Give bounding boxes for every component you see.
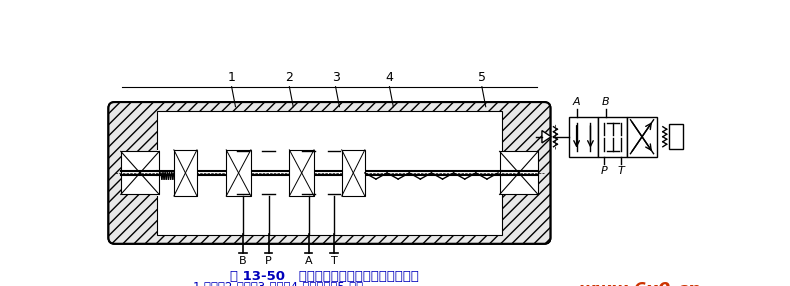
Bar bbox=[174, 150, 197, 196]
Bar bbox=[569, 117, 598, 157]
Text: B: B bbox=[239, 256, 247, 266]
Bar bbox=[598, 117, 627, 157]
Text: B: B bbox=[602, 98, 610, 108]
Bar bbox=[669, 124, 683, 149]
Text: 1: 1 bbox=[228, 71, 235, 84]
Bar bbox=[499, 151, 538, 194]
Bar bbox=[121, 151, 160, 194]
Text: 1-阀体；2-阀芯；3-弹簧；4-电磁线圈；5-衔铁: 1-阀体；2-阀芯；3-弹簧；4-电磁线圈；5-衔铁 bbox=[192, 281, 363, 286]
Text: www.6x0.cn: www.6x0.cn bbox=[578, 281, 701, 286]
Bar bbox=[157, 150, 502, 196]
Polygon shape bbox=[542, 131, 551, 143]
FancyBboxPatch shape bbox=[108, 102, 551, 244]
Bar bbox=[157, 111, 502, 158]
Text: 5: 5 bbox=[478, 71, 486, 84]
Bar bbox=[226, 150, 251, 196]
Text: T: T bbox=[618, 166, 625, 176]
Text: A: A bbox=[573, 98, 581, 108]
Bar bbox=[289, 150, 314, 196]
Bar bbox=[627, 117, 656, 157]
Text: P: P bbox=[601, 166, 608, 176]
Bar bbox=[342, 150, 365, 196]
FancyBboxPatch shape bbox=[108, 102, 551, 244]
Text: T: T bbox=[331, 256, 337, 266]
Text: 4: 4 bbox=[386, 71, 393, 84]
Text: A: A bbox=[305, 256, 312, 266]
Text: 图 13-50   三位四通电磁换向阀的结构原理图: 图 13-50 三位四通电磁换向阀的结构原理图 bbox=[230, 270, 419, 283]
Text: 2: 2 bbox=[285, 71, 293, 84]
Bar bbox=[157, 188, 502, 235]
Text: 3: 3 bbox=[332, 71, 340, 84]
Text: P: P bbox=[265, 256, 272, 266]
